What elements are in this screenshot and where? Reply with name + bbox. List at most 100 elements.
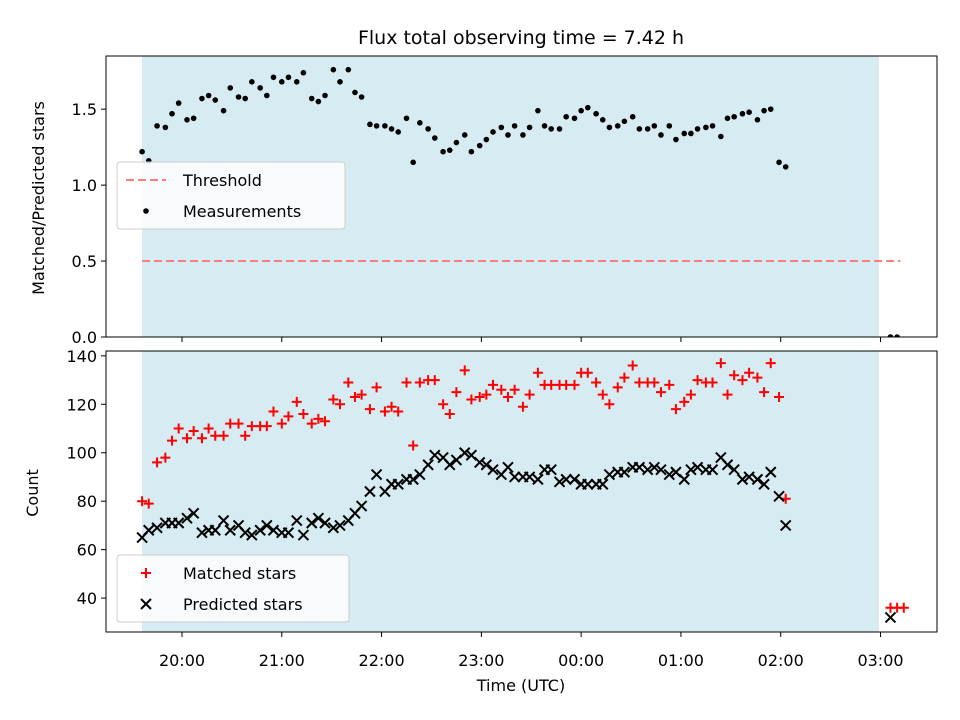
measurement-point	[563, 113, 569, 120]
predicted-star-point	[751, 473, 764, 486]
legend-top: Threshold Measurements	[116, 161, 346, 230]
measurement-point	[520, 132, 526, 138]
predicted-star-point	[568, 473, 581, 486]
bottom-panel: 40 60 80 100 120 140 20:00 21:00 22:00 23:00 00:00…	[23, 347, 938, 670]
matched-star-point	[364, 404, 375, 415]
measurement-point	[199, 95, 205, 102]
measurement-point	[644, 126, 651, 132]
measurement-point	[139, 148, 145, 155]
matched-star-point	[569, 379, 580, 390]
measurement-point	[227, 85, 234, 91]
predicted-star-point	[545, 463, 557, 476]
matched-star-point	[722, 389, 733, 400]
predicted-star-point	[758, 478, 770, 490]
predicted-star-point	[743, 471, 755, 483]
matched-star-point	[619, 372, 630, 383]
y-tick-label: 0.5	[72, 252, 97, 271]
matched-star-point	[196, 433, 207, 444]
predicted-star-point	[633, 461, 646, 473]
predicted-star-point	[480, 459, 493, 471]
matched-star-point	[283, 411, 294, 422]
predicted-star-point	[370, 468, 383, 481]
predicted-star-point	[392, 478, 404, 490]
measurement-point	[440, 148, 446, 155]
legend-marker-matched	[141, 568, 151, 578]
measurement-point	[190, 115, 197, 122]
measurement-point	[249, 79, 255, 85]
predicted-star-point	[603, 468, 616, 481]
xlabel: Time (UTC)	[476, 676, 565, 695]
matched-star-point	[765, 358, 776, 369]
measurement-point	[593, 110, 599, 117]
matched-star-point	[774, 392, 785, 403]
measurement-point	[681, 130, 688, 137]
predicted-star-point	[502, 461, 514, 473]
measurement-point	[606, 124, 613, 131]
legend-label: Threshold	[182, 171, 262, 190]
predicted-star-point	[334, 519, 346, 532]
measurement-point	[358, 94, 365, 100]
measurement-point	[220, 107, 227, 114]
matched-star-point	[517, 401, 528, 412]
matched-star-point	[298, 408, 309, 419]
matched-star-point	[218, 430, 229, 441]
measurement-point	[556, 126, 563, 132]
matched-star-point	[655, 387, 666, 398]
predicted-star-point	[884, 611, 897, 624]
measurement-point	[887, 334, 894, 337]
predicted-star-point	[297, 529, 310, 541]
matched-star-point	[173, 423, 184, 434]
y-tick-label: 80	[77, 492, 97, 511]
measurement-point	[718, 133, 724, 140]
matched-star-point	[137, 496, 148, 507]
predicted-star-point	[597, 478, 609, 490]
x-tick-label: 00:00	[558, 651, 604, 670]
matched-star-point	[487, 379, 498, 390]
y-tick-label: 60	[77, 541, 97, 560]
matched-star-point	[328, 394, 339, 405]
measurement-point	[767, 106, 774, 112]
measurement-point	[511, 123, 518, 129]
measurement-point	[257, 85, 263, 91]
measurement-point	[453, 139, 460, 146]
matched-star-point	[408, 440, 419, 451]
measurement-point	[264, 92, 270, 99]
predicted-star-point	[429, 449, 441, 461]
measurement-point	[410, 159, 416, 166]
measurement-point	[651, 123, 658, 129]
measurement-point	[498, 124, 505, 131]
legend-label: Predicted stars	[183, 595, 303, 614]
legend-label: Matched stars	[183, 564, 296, 583]
matched-star-point	[692, 375, 703, 386]
x-tick-label: 23:00	[458, 651, 504, 670]
predicted-star-point	[254, 524, 266, 536]
matched-star-point	[181, 433, 192, 444]
legend-box	[116, 554, 350, 623]
matched-star-point	[203, 423, 214, 434]
predicted-star-point	[553, 476, 566, 488]
matched-star-point	[715, 358, 726, 369]
measurement-point	[754, 116, 761, 123]
x-tick-label: 01:00	[658, 651, 704, 670]
measurement-point	[483, 136, 490, 143]
measurement-point	[739, 110, 746, 117]
matched-star-point	[604, 399, 615, 410]
predicted-star-point	[422, 459, 434, 471]
predicted-star-point	[407, 473, 419, 486]
matched-star-point	[459, 365, 470, 376]
matched-star-point	[744, 367, 755, 378]
measurement-point	[541, 123, 548, 129]
matched-star-point	[729, 370, 740, 381]
measurement-point	[658, 132, 664, 138]
measurement-point	[894, 334, 900, 337]
matched-star-point	[627, 360, 638, 371]
predicted-star-point	[187, 507, 200, 520]
predicted-star-point	[487, 463, 499, 476]
measurement-point	[666, 123, 673, 129]
measurement-point	[175, 100, 182, 106]
matched-star-point	[379, 406, 390, 417]
matched-star-point	[670, 404, 681, 415]
measurement-point	[431, 135, 438, 141]
predicted-star-point	[641, 463, 654, 476]
predicted-star-point	[523, 471, 536, 483]
